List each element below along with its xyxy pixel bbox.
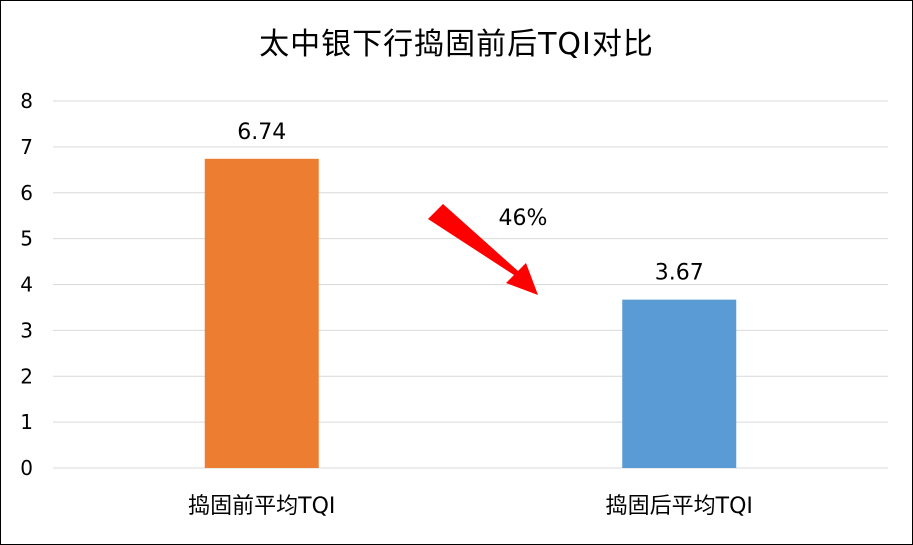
down-arrow-icon	[428, 204, 538, 295]
bar	[204, 158, 319, 469]
change-annotation: 46%	[428, 204, 547, 295]
y-tick-label: 7	[20, 135, 33, 159]
y-tick-label: 0	[20, 456, 33, 480]
labels: 0 1 2 3 4 5 6 7 8 6.74 捣固前平均TQI 3.67 捣固后平均TQI	[20, 89, 753, 519]
y-tick-label: 3	[20, 318, 33, 342]
y-tick-label: 6	[20, 181, 33, 205]
bar-value-label: 3.67	[655, 261, 704, 286]
grid-lines	[53, 100, 888, 469]
x-category-label: 捣固前平均TQI	[188, 494, 335, 519]
y-tick-label: 4	[20, 273, 33, 297]
change-percent-label: 46%	[499, 206, 548, 231]
y-tick-label: 2	[20, 364, 33, 388]
bar-series	[204, 158, 737, 469]
chart-title: 太中银下行捣固前后TQI对比	[259, 27, 654, 62]
bar-value-label: 6.74	[237, 120, 286, 145]
bar	[622, 299, 737, 468]
x-category-label: 捣固后平均TQI	[606, 494, 753, 519]
y-tick-label: 8	[20, 89, 33, 113]
y-tick-label: 1	[20, 410, 33, 434]
y-tick-label: 5	[20, 227, 33, 251]
